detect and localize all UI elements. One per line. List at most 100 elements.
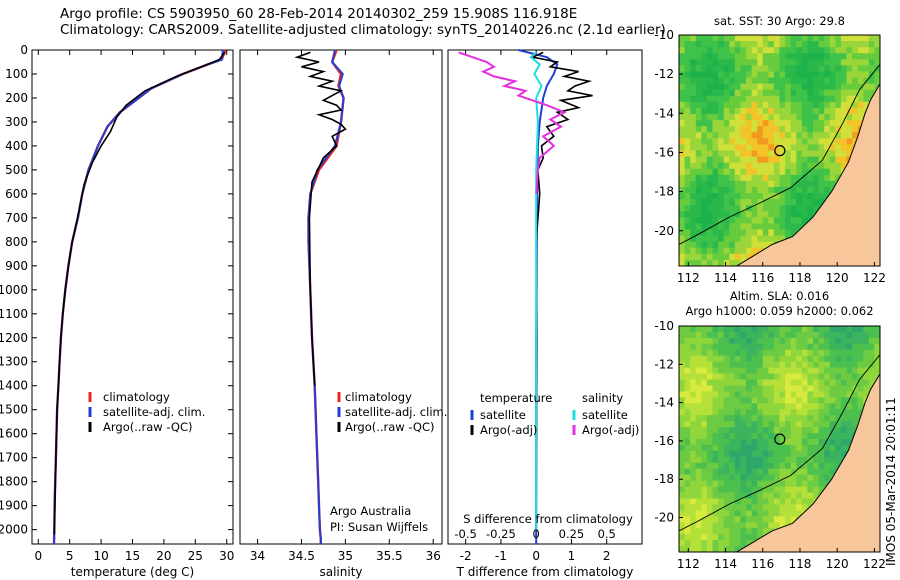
map-cell [785, 504, 792, 511]
map-cell [718, 439, 725, 446]
map-cell [762, 462, 769, 470]
map-cell [740, 217, 747, 225]
map-cell [773, 77, 781, 85]
map-cell [690, 193, 697, 200]
map-cell [740, 510, 747, 517]
map-cell [779, 71, 786, 79]
map-cell [729, 193, 736, 200]
map-cell [857, 101, 864, 109]
map-cell [762, 379, 769, 386]
map-cell [790, 41, 797, 48]
map-cell [751, 35, 758, 42]
map-cell [740, 409, 747, 416]
map-cell [768, 41, 775, 48]
map-cell [801, 486, 808, 494]
map-cell [796, 349, 803, 357]
map-cell [690, 235, 697, 243]
map-cell [824, 450, 831, 458]
map-cell [801, 132, 808, 139]
map-cell [718, 35, 725, 42]
map-cell [734, 474, 741, 482]
map-cell [729, 205, 736, 212]
map-cell [790, 367, 797, 375]
legend-label: Argo(-adj) [582, 423, 639, 437]
map-cell [751, 480, 758, 488]
map-cell [824, 174, 831, 182]
map-cell [813, 120, 820, 127]
map-cell [829, 41, 836, 48]
map-cell [679, 504, 686, 511]
map-cell [863, 379, 870, 386]
map-cell [712, 337, 719, 345]
map-cell [746, 397, 753, 404]
map-cell [807, 391, 814, 398]
map-cell [824, 462, 831, 470]
map-cell [762, 409, 769, 416]
x-tick-label: 25 [188, 549, 203, 563]
map-cell [695, 120, 702, 127]
map-cell [801, 444, 808, 452]
map-cell [813, 59, 820, 66]
map-cell [857, 337, 864, 345]
map-cell [807, 439, 814, 446]
map-cell [695, 223, 702, 231]
map-cell [712, 187, 719, 194]
map-cell [679, 89, 686, 97]
map-cell [729, 132, 736, 139]
map-cell [863, 35, 870, 42]
map-cell [785, 71, 792, 79]
map-cell [852, 47, 859, 54]
map-cell [701, 355, 708, 363]
map-cell [762, 444, 769, 452]
map-cell [729, 156, 736, 164]
map-cell [723, 47, 730, 54]
map-cell [796, 433, 803, 440]
map-cell [818, 462, 825, 470]
map-cell [718, 199, 725, 206]
map-cell [846, 379, 853, 386]
map-cell [718, 492, 725, 499]
map-cell [751, 337, 758, 345]
map-cell [846, 361, 853, 369]
map-cell [818, 379, 825, 386]
map-cell [712, 510, 719, 517]
map-cell [757, 468, 764, 476]
map-cell [757, 229, 764, 237]
map-cell [684, 343, 691, 351]
map-cell [690, 259, 697, 266]
map-cell [740, 211, 747, 218]
map-cell [757, 474, 764, 482]
map-cell [868, 355, 875, 363]
map-cell [746, 156, 753, 164]
map-cell [840, 450, 848, 458]
map-cell [813, 193, 820, 200]
map-cell [723, 174, 730, 182]
map-cell [835, 397, 842, 404]
map-cell [746, 107, 753, 115]
map-cell [757, 211, 764, 218]
map-cell [813, 168, 820, 176]
map-cell [785, 95, 792, 103]
map-cell [734, 409, 741, 416]
map-cell [729, 253, 736, 261]
map-cell [785, 150, 792, 158]
map-cell [779, 355, 786, 363]
map-cell [868, 83, 875, 91]
map-cell [796, 397, 803, 404]
map-cell [746, 367, 753, 375]
map-cell [751, 114, 758, 121]
map-cell [801, 355, 808, 363]
map-cell [768, 456, 775, 464]
map-cell [751, 71, 758, 79]
map-cell [768, 223, 775, 231]
map-cell [718, 379, 725, 386]
map-cell [757, 114, 764, 121]
map-cell [801, 65, 808, 73]
map-cell [779, 379, 786, 386]
map-cell [740, 498, 747, 505]
map-cell [706, 77, 714, 85]
map-cell [818, 433, 825, 440]
map-cell [757, 498, 764, 505]
map-cell [684, 409, 691, 416]
x2-axis-label: S difference from climatology [463, 512, 633, 526]
